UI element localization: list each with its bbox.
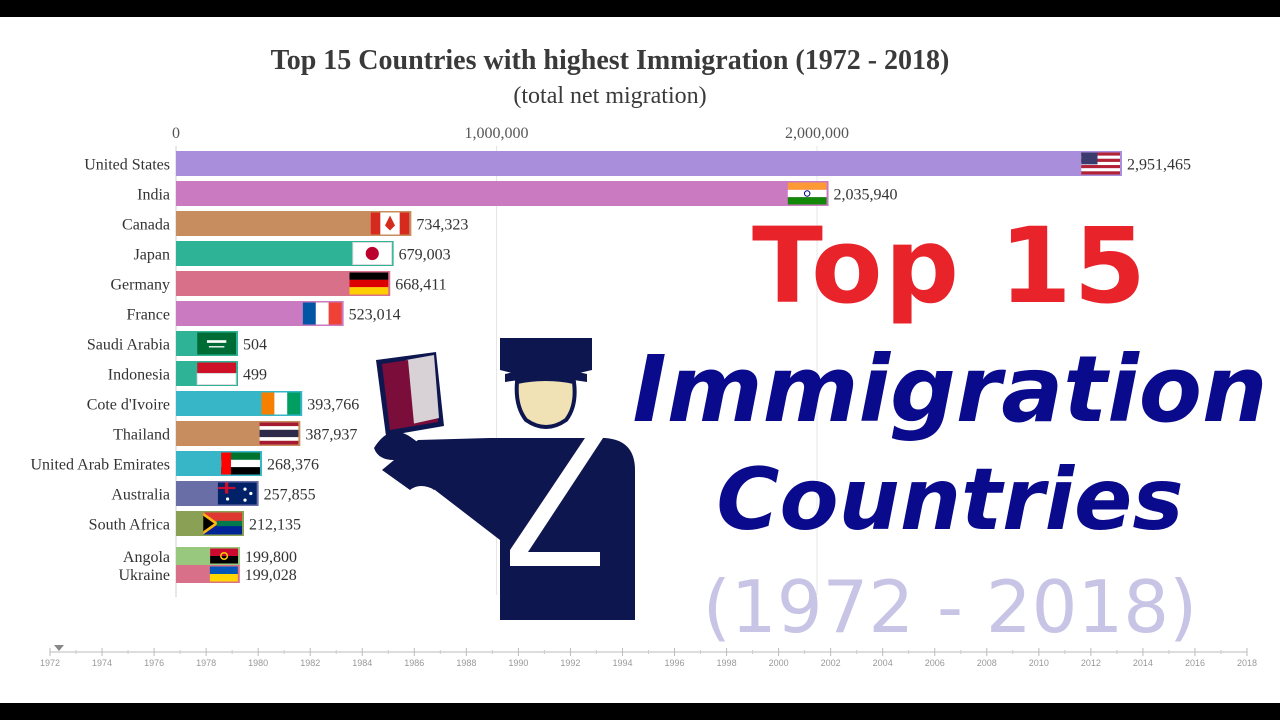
category-label: South Africa xyxy=(89,517,170,534)
timeline-year-label[interactable]: 1976 xyxy=(144,658,164,668)
saudi-arabia-flag-icon xyxy=(197,332,236,355)
category-label: United States xyxy=(84,157,170,174)
category-label: Germany xyxy=(110,277,170,294)
india-flag-icon xyxy=(787,182,827,205)
value-label: 199,028 xyxy=(245,567,297,584)
value-label: 257,855 xyxy=(264,487,316,504)
overlay-heading-top15: Top 15 xyxy=(752,205,1148,327)
category-label: Ukraine xyxy=(118,567,170,584)
timeline-year-label[interactable]: 1980 xyxy=(248,658,268,668)
timeline-playhead[interactable] xyxy=(54,645,64,651)
timeline-year-label[interactable]: 1998 xyxy=(717,658,737,668)
japan-flag-icon xyxy=(352,242,393,265)
x-tick-label: 2,000,000 xyxy=(785,125,849,142)
value-label: 2,035,940 xyxy=(834,187,898,204)
timeline-year-label[interactable]: 2012 xyxy=(1081,658,1101,668)
bar xyxy=(176,151,1122,176)
timeline-year-label[interactable]: 1996 xyxy=(665,658,685,668)
timeline-year-label[interactable]: 1986 xyxy=(404,658,424,668)
timeline-year-label[interactable]: 1982 xyxy=(300,658,320,668)
timeline-year-label[interactable]: 2010 xyxy=(1029,658,1049,668)
value-label: 499 xyxy=(243,367,267,384)
video-frame xyxy=(0,17,1280,703)
x-tick-label: 1,000,000 xyxy=(465,125,529,142)
timeline-year-label[interactable]: 1994 xyxy=(612,658,632,668)
ukraine-flag-icon xyxy=(209,566,238,582)
germany-flag-icon xyxy=(349,272,389,295)
south-africa-flag-icon xyxy=(203,512,242,535)
timeline-year-label[interactable]: 2002 xyxy=(821,658,841,668)
value-label: 523,014 xyxy=(349,307,401,324)
angola-flag-icon xyxy=(210,548,239,564)
value-label: 387,937 xyxy=(305,427,357,444)
category-label: France xyxy=(126,307,170,324)
timeline-year-label[interactable]: 1992 xyxy=(560,658,580,668)
australia-flag-icon xyxy=(217,482,257,505)
chart-subtitle: (total net migration) xyxy=(513,83,707,109)
value-label: 199,800 xyxy=(245,549,297,566)
letterbox-bottom xyxy=(0,703,1280,720)
category-label: India xyxy=(137,187,170,204)
us-flag-icon xyxy=(1081,152,1120,175)
category-label: Australia xyxy=(111,487,170,504)
value-label: 734,323 xyxy=(416,217,468,234)
timeline-year-label[interactable]: 2008 xyxy=(977,658,997,668)
timeline-year-label[interactable]: 1978 xyxy=(196,658,216,668)
timeline-year-label[interactable]: 2004 xyxy=(873,658,893,668)
category-label: Saudi Arabia xyxy=(87,337,170,354)
timeline-year-label[interactable]: 1988 xyxy=(456,658,476,668)
overlay-heading-countries: Countries xyxy=(716,450,1184,550)
category-label: Thailand xyxy=(113,427,170,444)
category-label: Angola xyxy=(123,549,170,566)
timeline-year-label[interactable]: 2014 xyxy=(1133,658,1153,668)
immigration-officer-icon xyxy=(374,338,635,620)
timeline-year-label[interactable]: 2000 xyxy=(769,658,789,668)
category-label: Indonesia xyxy=(108,367,170,384)
cote-divoire-flag-icon xyxy=(261,392,301,415)
timeline-year-label[interactable]: 2016 xyxy=(1185,658,1205,668)
value-label: 504 xyxy=(243,337,267,354)
uae-flag-icon xyxy=(221,452,261,475)
france-flag-icon xyxy=(302,302,342,325)
timeline-year-label[interactable]: 2018 xyxy=(1237,658,1257,668)
value-label: 679,003 xyxy=(399,247,451,264)
thailand-flag-icon xyxy=(259,422,299,445)
timeline-year-label[interactable]: 1984 xyxy=(352,658,372,668)
indonesia-flag-icon xyxy=(196,362,237,385)
chart-title: Top 15 Countries with highest Immigratio… xyxy=(270,45,950,76)
value-label: 668,411 xyxy=(395,277,446,294)
overlay-heading-immigration: Immigration xyxy=(632,336,1268,443)
timeline-year-label[interactable]: 1972 xyxy=(40,658,60,668)
category-label: Cote d'Ivoire xyxy=(87,397,170,414)
bar xyxy=(176,181,829,206)
category-label: Japan xyxy=(134,247,170,264)
overlay-heading-years: (1972 - 2018) xyxy=(702,565,1198,649)
category-label: United Arab Emirates xyxy=(30,457,170,474)
letterbox-top xyxy=(0,0,1280,17)
timeline-year-label[interactable]: 1974 xyxy=(92,658,112,668)
timeline-year-label[interactable]: 1990 xyxy=(508,658,528,668)
value-label: 393,766 xyxy=(307,397,359,414)
value-label: 268,376 xyxy=(267,457,319,474)
x-tick-label: 0 xyxy=(172,125,180,142)
canada-flag-icon xyxy=(370,212,410,235)
timeline-year-label[interactable]: 2006 xyxy=(925,658,945,668)
value-label: 2,951,465 xyxy=(1127,157,1191,174)
category-label: Canada xyxy=(122,217,170,234)
value-label: 212,135 xyxy=(249,517,301,534)
